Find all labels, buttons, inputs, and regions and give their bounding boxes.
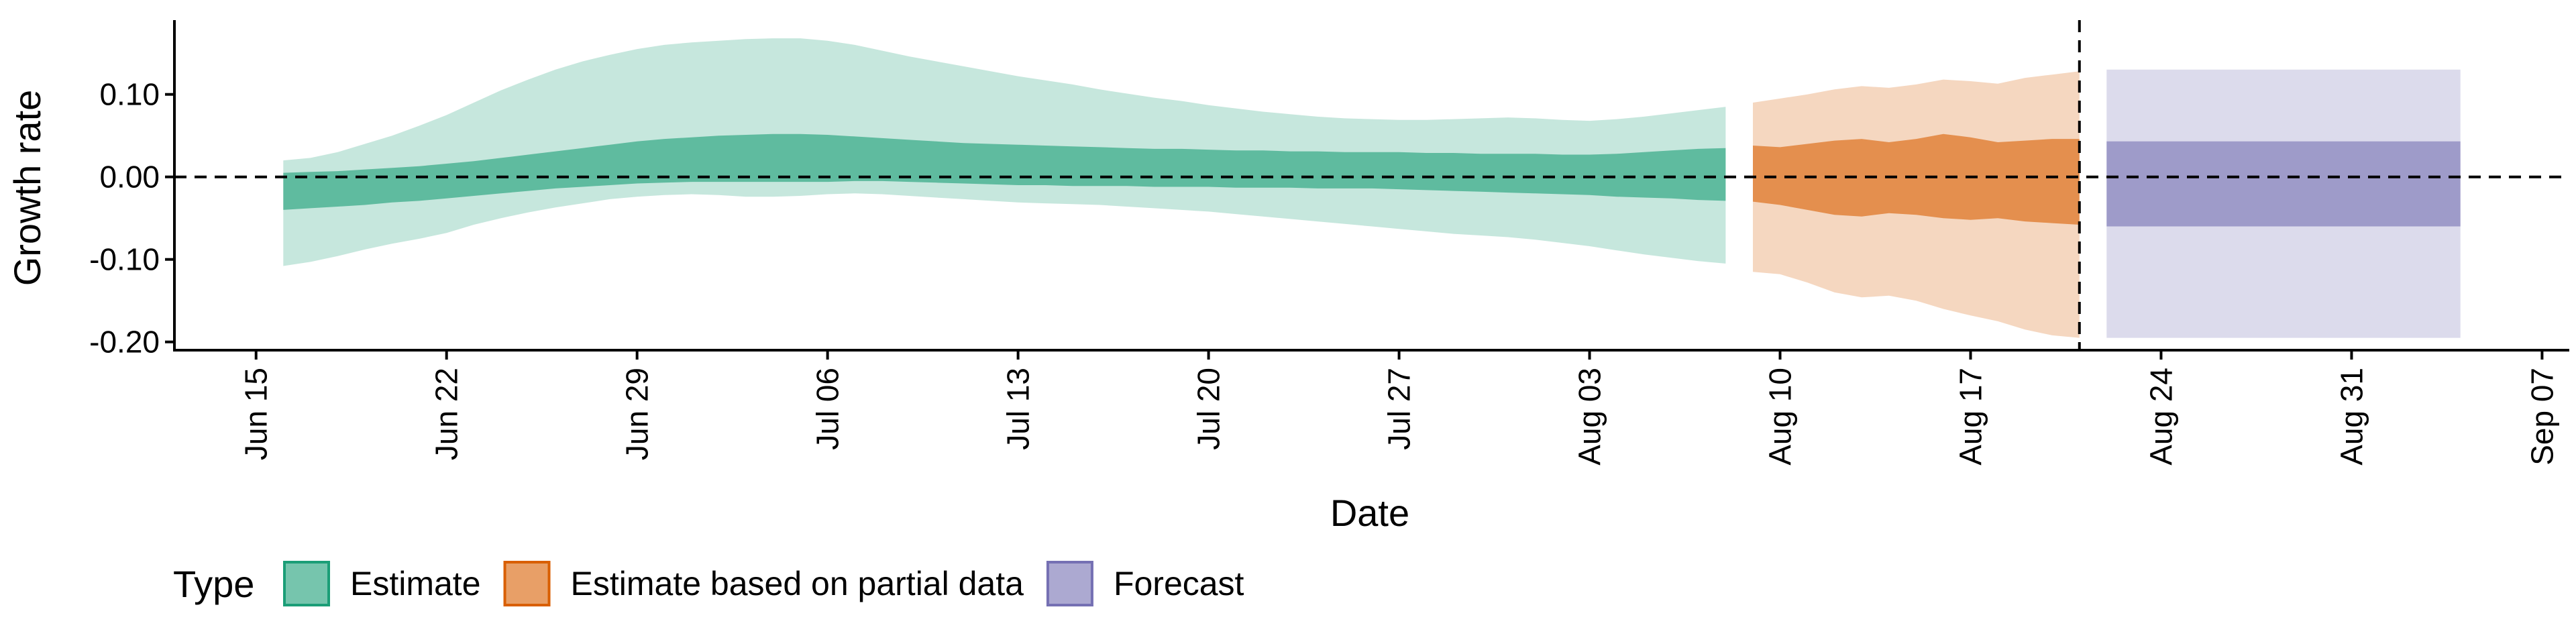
x-tick-label: Aug 24 (2144, 368, 2179, 466)
x-tick-label: Aug 17 (1953, 368, 1988, 466)
x-tick-label: Jun 29 (620, 368, 655, 460)
y-tick-label: 0.00 (99, 160, 160, 195)
y-tick-label: 0.10 (99, 77, 160, 112)
estimate-band-50 (283, 133, 1726, 210)
x-tick-label: Jul 06 (810, 368, 845, 450)
reference-lines (174, 20, 2569, 350)
y-axis-ticks: 0.10 0.00 -0.10 -0.20 (89, 77, 174, 360)
x-axis-label: Date (1330, 492, 1409, 534)
legend-label-2: Estimate based on partial data (571, 565, 1024, 602)
y-tick-label: -0.10 (89, 242, 160, 277)
forecast-band-50 (2106, 141, 2461, 227)
legend-label-1: Estimate (350, 565, 481, 602)
legend-swatch-2 (503, 561, 551, 606)
x-tick-label: Aug 03 (1572, 368, 1607, 466)
legend-title: Type (173, 563, 254, 605)
x-axis-ticks: Jun 15 Jun 22 Jun 29 Jul 06 Jul 13 Jul 20 Jul … (239, 350, 2559, 466)
ribbon-layer (283, 38, 2461, 338)
y-tick-label: -0.20 (89, 325, 160, 360)
x-tick-label: Jul 13 (1001, 368, 1036, 450)
x-tick-label: Sep 07 (2524, 368, 2559, 466)
x-tick-label: Jul 20 (1191, 368, 1226, 450)
legend: Type Estimate Estimate based on partial da… (173, 561, 1244, 606)
y-axis-label: Growth rate (6, 90, 48, 286)
x-tick-label: Jun 22 (429, 368, 464, 460)
x-tick-label: Jul 27 (1382, 368, 1417, 450)
x-tick-label: Aug 31 (2334, 368, 2369, 466)
legend-swatch-3 (1046, 561, 1093, 606)
axes (173, 20, 2569, 352)
estimate-based-on-partial-data-band-50 (1753, 133, 2080, 225)
x-tick-label: Jun 15 (239, 368, 274, 460)
x-tick-label: Aug 10 (1763, 368, 1798, 466)
legend-label-3: Forecast (1114, 565, 1244, 602)
legend-swatch-1 (283, 561, 330, 606)
